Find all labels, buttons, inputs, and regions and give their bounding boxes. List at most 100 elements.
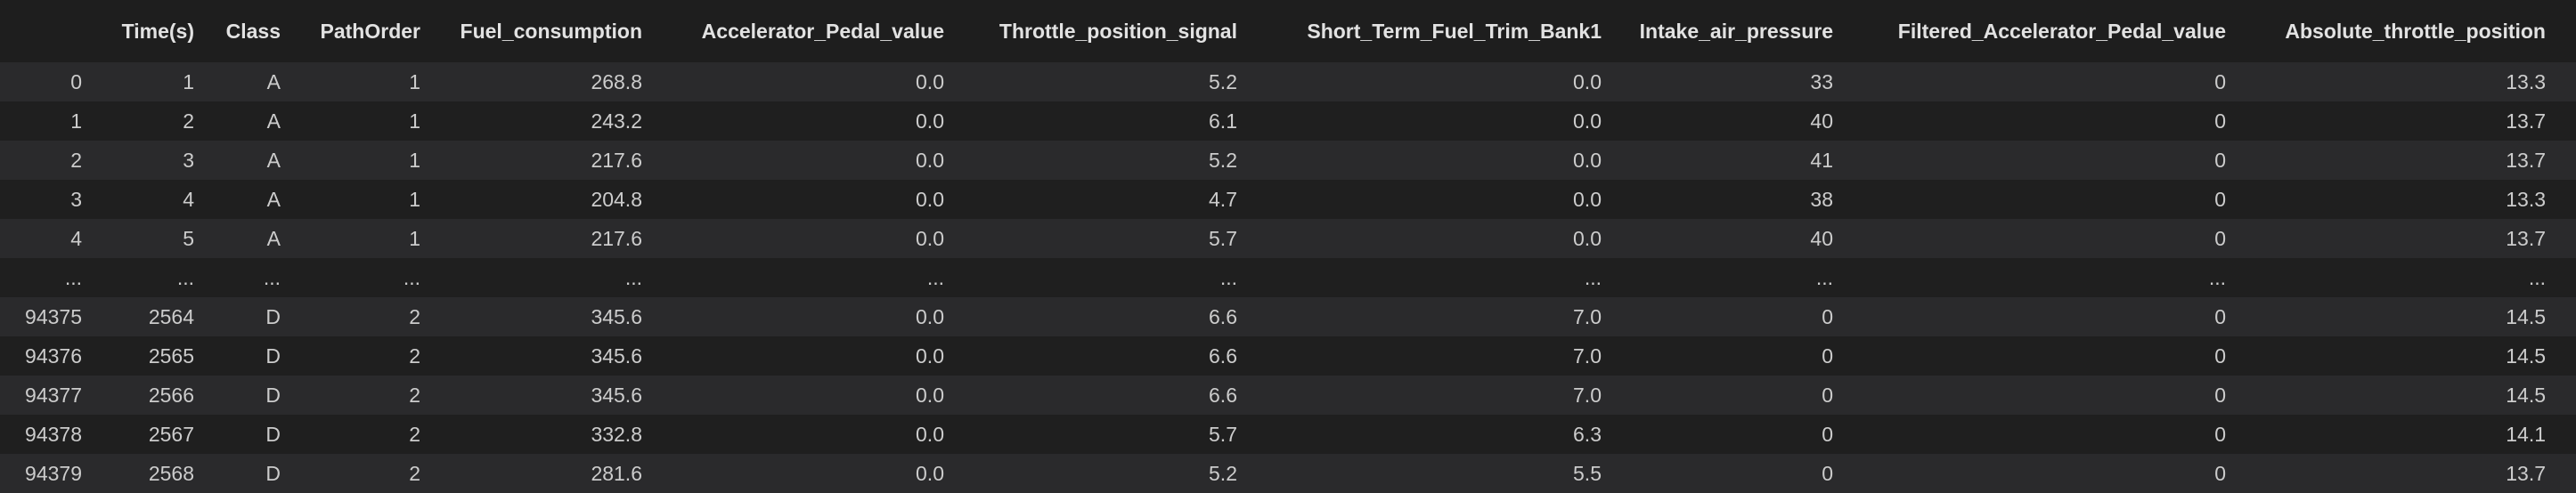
table-cell: 4 <box>98 180 210 219</box>
table-cell: 14.5 <box>2242 336 2562 376</box>
table-cell: 2 <box>297 415 436 454</box>
table-row: 94376 2565 D 2 345.6 0.0 6.6 7.0 0 0 14.5 <box>0 336 2576 376</box>
table-cell: 2568 <box>98 454 210 493</box>
table-cell: 6.6 <box>960 376 1253 415</box>
column-header: Intake_air_pressure <box>1618 0 1849 62</box>
table-cell: ... <box>210 258 297 297</box>
table-cell: 2 <box>297 336 436 376</box>
index-header <box>0 0 98 62</box>
row-index: 94376 <box>0 336 98 376</box>
table-cell: 1 <box>297 219 436 258</box>
header-row: Time(s) Class PathOrder Fuel_consumption Acc… <box>0 0 2576 62</box>
table-cell: 281.6 <box>436 454 658 493</box>
column-header: Short_Term_Fuel_Trim_Bank1 <box>1253 0 1618 62</box>
cutoff-cell <box>2562 141 2576 180</box>
table-cell: 0 <box>1849 454 2242 493</box>
table-cell: 5.2 <box>960 62 1253 101</box>
table-cell: 2 <box>297 454 436 493</box>
table-cell: A <box>210 101 297 141</box>
cutoff-cell <box>2562 454 2576 493</box>
table-cell: 345.6 <box>436 336 658 376</box>
row-index: 2 <box>0 141 98 180</box>
table-cell: 13.7 <box>2242 101 2562 141</box>
table-cell: 7.0 <box>1253 297 1618 336</box>
table-cell: 33 <box>1618 62 1849 101</box>
table-cell: D <box>210 297 297 336</box>
table-cell: 0.0 <box>1253 141 1618 180</box>
table-cell: ... <box>297 258 436 297</box>
table-cell: 268.8 <box>436 62 658 101</box>
row-index: 94378 <box>0 415 98 454</box>
cutoff-cell <box>2562 101 2576 141</box>
table-cell: 0.0 <box>658 141 960 180</box>
table-cell: 0.0 <box>1253 180 1618 219</box>
table-cell: 0 <box>1618 336 1849 376</box>
table-cell: 5.7 <box>960 219 1253 258</box>
table-cell: 0 <box>1849 297 2242 336</box>
table-cell: 345.6 <box>436 376 658 415</box>
column-header: Filtered_Accelerator_Pedal_value <box>1849 0 2242 62</box>
row-index: 1 <box>0 101 98 141</box>
cutoff-cell <box>2562 219 2576 258</box>
table-cell: 1 <box>98 62 210 101</box>
table-cell: A <box>210 180 297 219</box>
table-row: ................................. <box>0 258 2576 297</box>
table-row: 3 4 A 1 204.8 0.0 4.7 0.0 38 0 13.3 <box>0 180 2576 219</box>
table-cell: 0.0 <box>1253 219 1618 258</box>
table-cell: 13.3 <box>2242 180 2562 219</box>
cutoff-cell <box>2562 376 2576 415</box>
table-cell: 5.7 <box>960 415 1253 454</box>
row-index: ... <box>0 258 98 297</box>
table-cell: 0 <box>1618 454 1849 493</box>
table-cell: 0.0 <box>658 62 960 101</box>
table-cell: 0.0 <box>658 219 960 258</box>
table-cell: 0 <box>1849 415 2242 454</box>
table-cell: 0 <box>1849 62 2242 101</box>
table-cell: 217.6 <box>436 219 658 258</box>
row-index: 3 <box>0 180 98 219</box>
table-row: 94375 2564 D 2 345.6 0.0 6.6 7.0 0 0 14.5 <box>0 297 2576 336</box>
table-cell: 2 <box>297 297 436 336</box>
table-cell: 6.6 <box>960 336 1253 376</box>
table-cell: 6.1 <box>960 101 1253 141</box>
row-index: 94375 <box>0 297 98 336</box>
table-cell: 4.7 <box>960 180 1253 219</box>
table-cell: ... <box>658 258 960 297</box>
table-cell: A <box>210 141 297 180</box>
cutoff-cell <box>2562 258 2576 297</box>
table-cell: 0 <box>1849 141 2242 180</box>
table-cell: ... <box>960 258 1253 297</box>
table-cell: 332.8 <box>436 415 658 454</box>
table-cell: 40 <box>1618 101 1849 141</box>
table-cell: 5.2 <box>960 454 1253 493</box>
table-cell: A <box>210 219 297 258</box>
table-cell: 38 <box>1618 180 1849 219</box>
column-header: PathOrder <box>297 0 436 62</box>
table-cell: 0.0 <box>658 376 960 415</box>
table-cell: 5.2 <box>960 141 1253 180</box>
table-cell: 40 <box>1618 219 1849 258</box>
table-row: 0 1 A 1 268.8 0.0 5.2 0.0 33 0 13.3 <box>0 62 2576 101</box>
table-cell: 41 <box>1618 141 1849 180</box>
column-header: Fuel_consumption <box>436 0 658 62</box>
table-cell: 217.6 <box>436 141 658 180</box>
table-cell: 0.0 <box>658 415 960 454</box>
row-index: 0 <box>0 62 98 101</box>
table-cell: ... <box>1849 258 2242 297</box>
table-cell: A <box>210 62 297 101</box>
table-cell: D <box>210 415 297 454</box>
column-header-cutoff <box>2562 0 2576 62</box>
table-cell: 14.5 <box>2242 376 2562 415</box>
table-cell: D <box>210 336 297 376</box>
table-cell: 345.6 <box>436 297 658 336</box>
table-cell: 13.7 <box>2242 219 2562 258</box>
table-cell: 0 <box>1849 101 2242 141</box>
table-cell: 0 <box>1618 415 1849 454</box>
table-cell: 2565 <box>98 336 210 376</box>
column-header: Absolute_throttle_position <box>2242 0 2562 62</box>
column-header: Time(s) <box>98 0 210 62</box>
table-cell: 7.0 <box>1253 336 1618 376</box>
column-header: Class <box>210 0 297 62</box>
